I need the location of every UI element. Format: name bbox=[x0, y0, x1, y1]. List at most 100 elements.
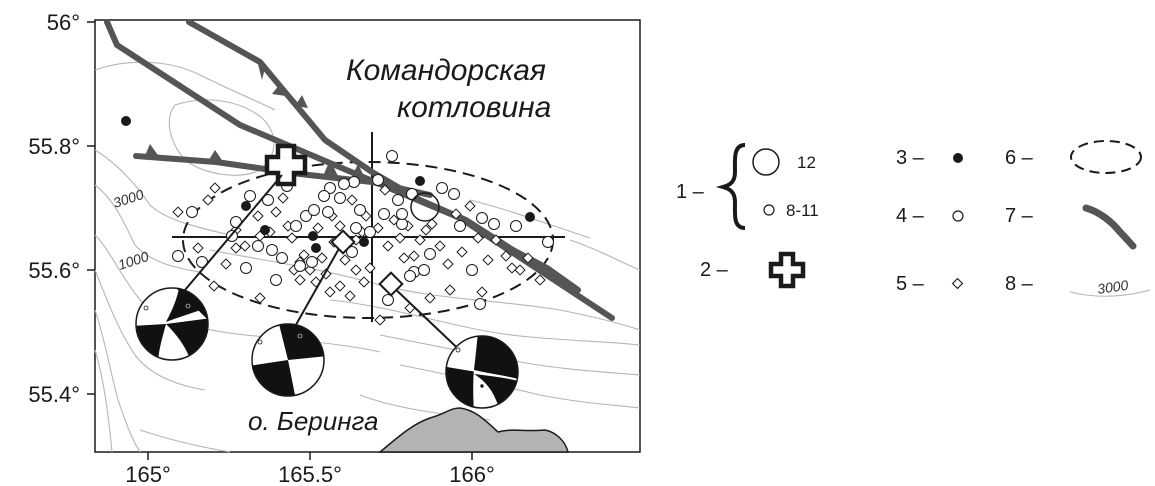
aftershock-diamond bbox=[277, 192, 289, 204]
aftershock-diamond bbox=[490, 234, 502, 246]
aftershock-diamond bbox=[424, 292, 436, 304]
aftershock-diamond bbox=[472, 232, 484, 244]
aftershock-diamond bbox=[209, 182, 221, 194]
aftershock-diamond bbox=[202, 194, 214, 206]
aftershock-diamond bbox=[379, 184, 391, 196]
aftershock-circle bbox=[266, 244, 278, 256]
legend-num-3: 3 – bbox=[896, 147, 925, 169]
aftershock-circle bbox=[290, 220, 302, 232]
legend-contour-icon bbox=[1069, 289, 1151, 297]
aftershock-circle bbox=[448, 188, 460, 200]
thrust-tooth bbox=[258, 64, 266, 80]
aftershock-circle bbox=[386, 150, 398, 162]
aftershock-diamond bbox=[476, 286, 488, 298]
legend-num-5: 5 – bbox=[896, 273, 925, 295]
aftershock-diamond bbox=[192, 242, 204, 254]
aftershock-diamond bbox=[252, 210, 264, 222]
lat-tick-label: 55.4° bbox=[28, 382, 80, 407]
contour-line bbox=[329, 299, 641, 346]
contour-line bbox=[94, 149, 231, 236]
contour-line bbox=[139, 429, 231, 453]
contour-line bbox=[94, 349, 113, 453]
aftershock-diamond bbox=[482, 254, 494, 266]
black-dot bbox=[260, 225, 270, 235]
black-dot bbox=[311, 243, 321, 253]
thrust-tooth bbox=[323, 160, 338, 176]
black-dot bbox=[121, 116, 131, 126]
tick-marks bbox=[87, 21, 473, 460]
aftershock-circle bbox=[454, 220, 466, 232]
aftershock-circle bbox=[392, 194, 404, 206]
basin-label-line1: Командорская bbox=[346, 54, 546, 87]
aftershock-circle bbox=[404, 270, 416, 282]
aftershock-circle bbox=[372, 174, 384, 186]
aftershock-diamond bbox=[254, 292, 266, 304]
aftershock-diamond bbox=[408, 250, 420, 262]
aftershock-diamond bbox=[350, 264, 362, 276]
legend-dashed-ellipse-icon bbox=[1070, 140, 1142, 174]
aftershock-diamond bbox=[364, 262, 376, 274]
aftershock-diamond bbox=[208, 280, 220, 292]
thrust-tooth bbox=[144, 144, 160, 158]
aftershock-diamond bbox=[394, 232, 406, 244]
aftershock-diamond bbox=[316, 252, 328, 264]
lon-tick-label: 165.5° bbox=[278, 462, 342, 486]
legend-diamond-icon bbox=[951, 277, 964, 290]
aftershock-circle bbox=[318, 190, 330, 202]
legend-fault-icon bbox=[1082, 204, 1137, 250]
bering-island bbox=[377, 407, 569, 453]
aftershock-circle bbox=[276, 252, 288, 264]
aftershock-diamond bbox=[312, 222, 324, 234]
aftershock-circle bbox=[300, 210, 312, 222]
aftershock-circle bbox=[350, 222, 362, 234]
aftershock-diamond bbox=[506, 262, 518, 274]
aftershock-circle bbox=[270, 274, 282, 286]
black-dot bbox=[308, 231, 318, 241]
leader-line bbox=[184, 174, 283, 291]
thrust-tooth bbox=[272, 84, 286, 96]
aftershock-diamond bbox=[522, 252, 534, 264]
aftershock-diamond bbox=[500, 250, 512, 262]
legend: 1 – 12 8-11 2 – 3 – 4 – 5 – 6 – 7 – 8 – … bbox=[676, 140, 1151, 297]
aftershock-diamond bbox=[220, 258, 232, 270]
aftershock-diamond bbox=[398, 252, 410, 264]
lon-tick-label: 166° bbox=[449, 462, 495, 486]
aftershock-diamond bbox=[298, 249, 310, 261]
aftershock-diamond bbox=[270, 206, 282, 218]
aftershock-diamond bbox=[358, 276, 370, 288]
aftershock-diamond bbox=[456, 246, 468, 258]
aftershock-circle bbox=[186, 206, 198, 218]
black-dot bbox=[415, 176, 425, 186]
aftershock-circle bbox=[418, 264, 430, 276]
aftershock-diamond bbox=[382, 240, 394, 252]
aftershock-circle bbox=[378, 208, 390, 220]
aftershock-diamond bbox=[450, 208, 462, 220]
thrust-tooth bbox=[207, 150, 224, 163]
aftershock-diamond bbox=[334, 280, 346, 292]
island-label: о. Беринга bbox=[248, 406, 379, 436]
aftershock-circle bbox=[348, 176, 360, 188]
aftershock-circle bbox=[542, 236, 554, 248]
legend-num-7: 7 – bbox=[1005, 205, 1034, 227]
focal-mechanism-2 bbox=[251, 323, 325, 397]
aftershock-circle bbox=[308, 204, 320, 216]
aftershock-diamonds bbox=[172, 182, 546, 326]
aftershock-diamond bbox=[464, 200, 476, 212]
aftershock-diamond bbox=[344, 290, 356, 302]
aftershock-circle bbox=[240, 262, 252, 274]
aftershock-diamond bbox=[414, 234, 426, 246]
aftershock-circle bbox=[338, 178, 350, 190]
mechanism-anchor bbox=[330, 229, 356, 255]
aftershock-diamond bbox=[442, 258, 454, 270]
aftershock-diamond bbox=[346, 194, 358, 206]
aftershock-diamond bbox=[514, 264, 526, 276]
aftershock-diamond bbox=[282, 220, 294, 232]
contour-line bbox=[94, 309, 141, 453]
contour-line bbox=[94, 269, 206, 391]
aftershock-circle bbox=[396, 218, 408, 230]
legend-brace bbox=[715, 143, 746, 230]
aftershock-circle bbox=[306, 256, 318, 268]
aftershock-circle bbox=[436, 182, 448, 194]
aftershock-circle bbox=[406, 188, 418, 200]
